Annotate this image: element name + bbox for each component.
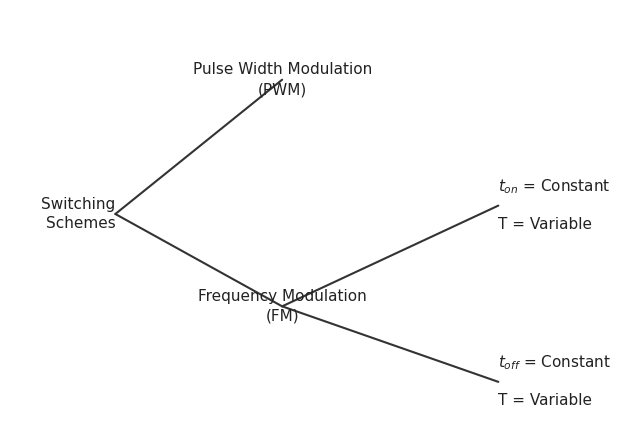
Text: Frequency Modulation
(FM): Frequency Modulation (FM)	[198, 289, 367, 324]
Text: T = Variable: T = Variable	[499, 393, 593, 408]
Text: $t_{on}$ = Constant: $t_{on}$ = Constant	[499, 177, 611, 196]
Text: Switching
Schemes: Switching Schemes	[41, 196, 115, 232]
Text: $t_{off}$ = Constant: $t_{off}$ = Constant	[499, 354, 611, 372]
Text: Pulse Width Modulation
(PWM): Pulse Width Modulation (PWM)	[193, 62, 372, 97]
Text: T = Variable: T = Variable	[499, 217, 593, 232]
